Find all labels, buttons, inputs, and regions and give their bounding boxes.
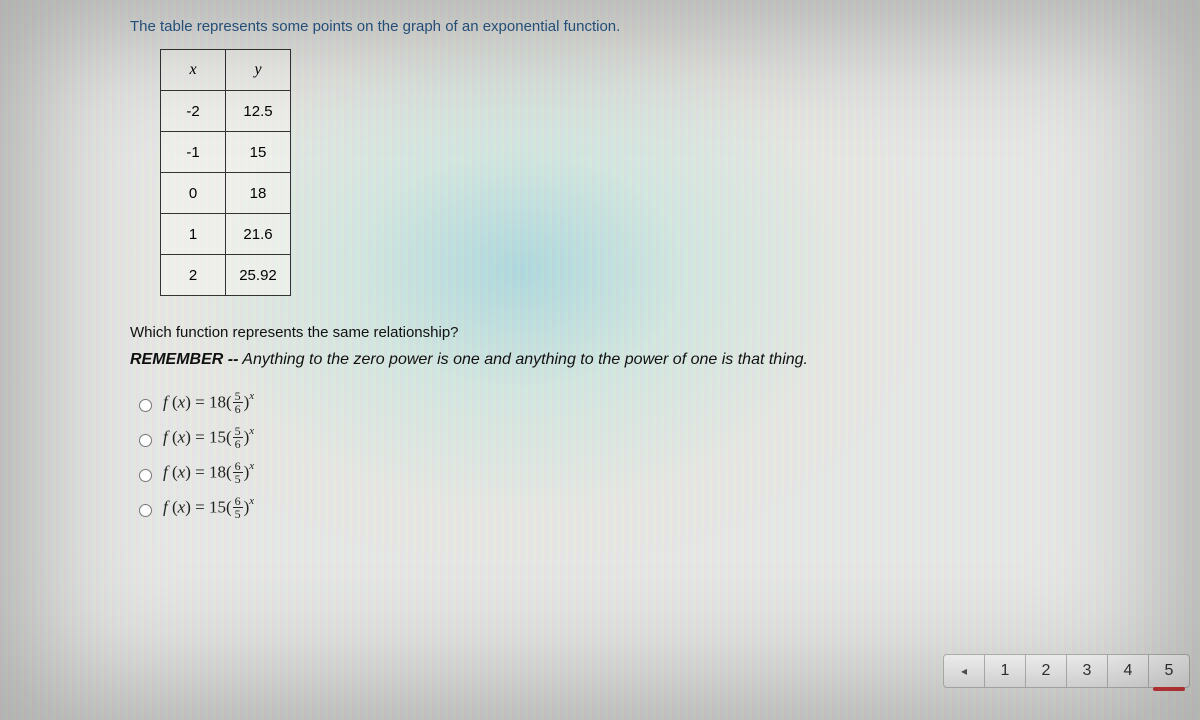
option-a[interactable]: f (x) = 18(56)x bbox=[134, 391, 1200, 416]
question-screen: The table represents some points on the … bbox=[0, 0, 1200, 720]
table-row: -2 12.5 bbox=[161, 91, 291, 132]
coef: 15 bbox=[209, 497, 226, 516]
cell-y: 12.5 bbox=[226, 91, 291, 132]
option-a-formula: f (x) = 18(56)x bbox=[163, 391, 254, 416]
nav-page-2[interactable]: 2 bbox=[1025, 654, 1067, 688]
table-row: 2 25.92 bbox=[161, 255, 291, 296]
nav-page-1[interactable]: 1 bbox=[984, 654, 1026, 688]
cell-x: -2 bbox=[161, 91, 226, 132]
table-row: 0 18 bbox=[161, 173, 291, 214]
hint-text: REMEMBER -- Anything to the zero power i… bbox=[130, 351, 1200, 369]
option-b-formula: f (x) = 15(56)x bbox=[163, 426, 254, 451]
option-d[interactable]: f (x) = 15(65)x bbox=[134, 496, 1200, 521]
cell-x: 0 bbox=[161, 173, 226, 214]
page-nav: ◂ 1 2 3 4 5 bbox=[944, 654, 1190, 688]
nav-prev-button[interactable]: ◂ bbox=[943, 654, 985, 688]
option-b-radio[interactable] bbox=[139, 434, 152, 447]
col-header-y: y bbox=[226, 50, 291, 91]
prompt-text: The table represents some points on the … bbox=[130, 18, 1200, 35]
hint-body: Anything to the zero power is one and an… bbox=[242, 351, 808, 368]
answer-options: f (x) = 18(56)x f (x) = 15(56)x f (x) = … bbox=[134, 391, 1200, 521]
question-text: Which function represents the same relat… bbox=[130, 324, 1200, 341]
cell-x: 2 bbox=[161, 255, 226, 296]
coef: 18 bbox=[209, 462, 226, 481]
xy-table: x y -2 12.5 -1 15 0 18 1 21.6 2 25.92 bbox=[160, 49, 291, 296]
cell-y: 18 bbox=[226, 173, 291, 214]
option-c[interactable]: f (x) = 18(65)x bbox=[134, 461, 1200, 486]
table-row: -1 15 bbox=[161, 132, 291, 173]
chevron-left-icon: ◂ bbox=[961, 664, 967, 678]
hint-lead: REMEMBER -- bbox=[130, 351, 238, 368]
table-header-row: x y bbox=[161, 50, 291, 91]
option-b[interactable]: f (x) = 15(56)x bbox=[134, 426, 1200, 451]
table-row: 1 21.6 bbox=[161, 214, 291, 255]
col-header-x: x bbox=[161, 50, 226, 91]
option-a-radio[interactable] bbox=[139, 399, 152, 412]
option-c-radio[interactable] bbox=[139, 469, 152, 482]
nav-page-3[interactable]: 3 bbox=[1066, 654, 1108, 688]
nav-page-4[interactable]: 4 bbox=[1107, 654, 1149, 688]
option-d-formula: f (x) = 15(65)x bbox=[163, 496, 254, 521]
cell-x: -1 bbox=[161, 132, 226, 173]
nav-page-5[interactable]: 5 bbox=[1148, 654, 1190, 688]
option-d-radio[interactable] bbox=[139, 504, 152, 517]
cell-y: 25.92 bbox=[226, 255, 291, 296]
cell-x: 1 bbox=[161, 214, 226, 255]
coef: 15 bbox=[209, 427, 226, 446]
coef: 18 bbox=[209, 392, 226, 411]
cell-y: 15 bbox=[226, 132, 291, 173]
cell-y: 21.6 bbox=[226, 214, 291, 255]
option-c-formula: f (x) = 18(65)x bbox=[163, 461, 254, 486]
